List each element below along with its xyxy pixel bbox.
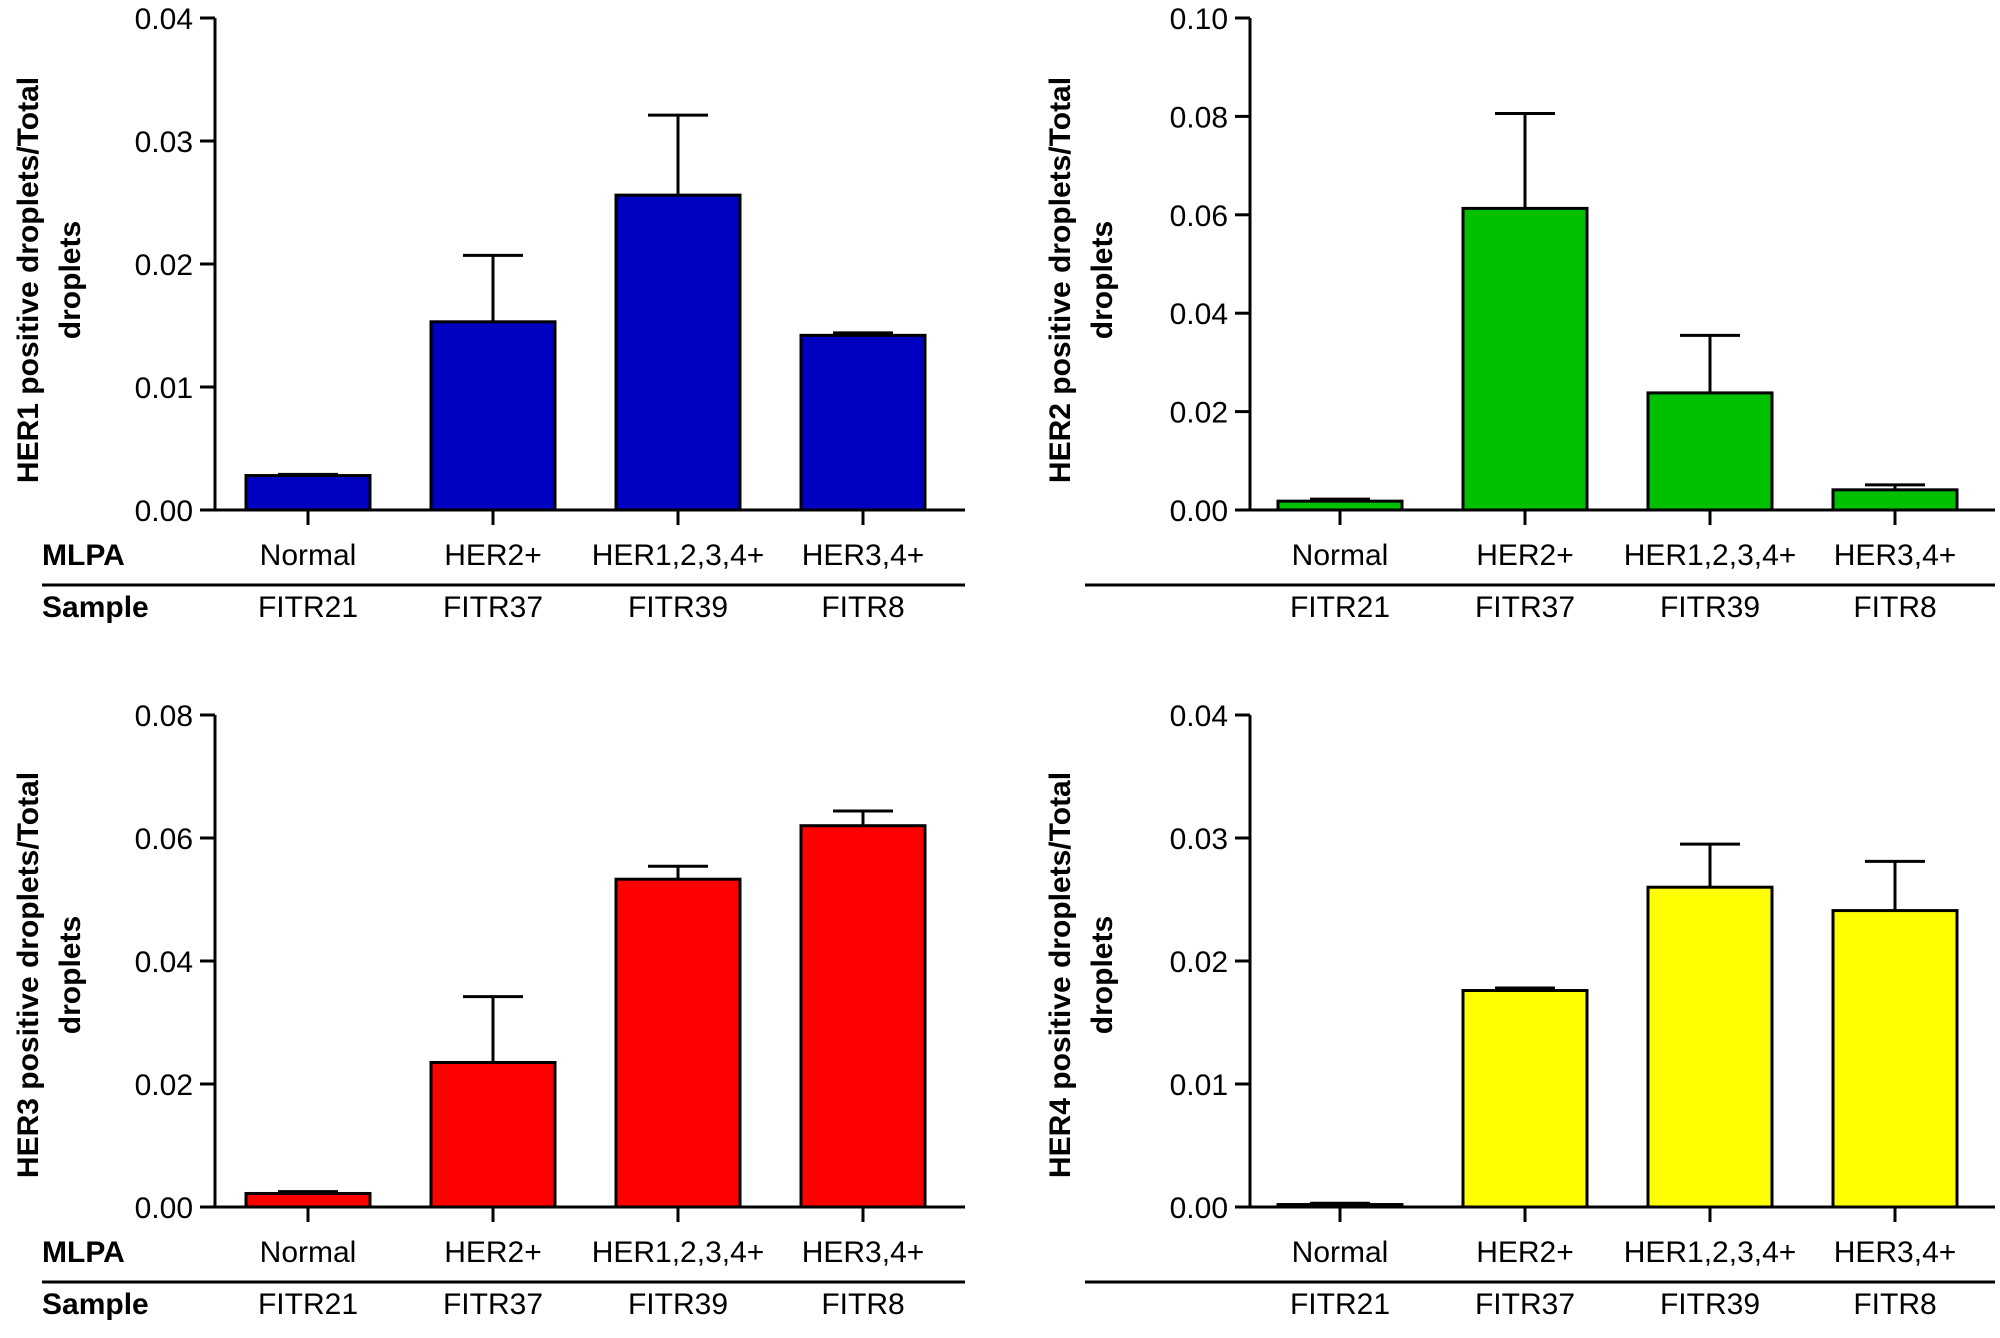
- mlpa-category-label: HER2+: [1476, 539, 1574, 572]
- y-axis-label-line-2: droplets: [1086, 221, 1119, 339]
- bar-fitr37: [429, 1060, 557, 1209]
- y-tick-label: 0.08: [135, 700, 193, 733]
- bar-fitr21: [244, 1191, 372, 1209]
- bar-fitr39: [1646, 391, 1774, 512]
- sample-label: FITR39: [628, 1288, 728, 1321]
- mlpa-row-label: MLPA: [42, 539, 125, 572]
- sample-label: FITR21: [258, 591, 358, 624]
- sample-label: FITR21: [1290, 591, 1390, 624]
- y-tick-label: 0.00: [135, 1192, 193, 1225]
- chart-panel-1: HER1 positive droplets/Total droplets 0.00…: [12, 3, 965, 624]
- sample-label: FITR37: [1475, 591, 1575, 624]
- y-tick-label: 0.06: [135, 823, 193, 856]
- y-axis-label-line-2: droplets: [54, 221, 87, 339]
- mlpa-category-label: HER3,4+: [802, 539, 925, 572]
- bar-fitr8: [799, 824, 927, 1209]
- y-tick-label: 0.01: [135, 372, 193, 405]
- y-tick-label: 0.04: [135, 946, 193, 979]
- mlpa-category-label: HER3,4+: [1834, 539, 1957, 572]
- y-axis-label-line-1: HER4 positive droplets/Total: [1044, 772, 1077, 1178]
- y-axis-label-line-1: HER2 positive droplets/Total: [1044, 77, 1077, 483]
- y-tick-label: 0.00: [1170, 495, 1228, 528]
- bar-fitr37: [429, 320, 557, 512]
- y-tick-label: 0.02: [135, 1069, 193, 1102]
- chart-panel-3: HER3 positive droplets/Total droplets 0.00…: [12, 700, 965, 1321]
- bar-fitr8: [1831, 909, 1959, 1209]
- y-tick-label: 0.03: [1170, 823, 1228, 856]
- mlpa-category-label: HER2+: [1476, 1236, 1574, 1269]
- chart-panel-4: HER4 positive droplets/Total droplets 0.00…: [1044, 700, 1995, 1321]
- mlpa-category-label: Normal: [260, 539, 357, 572]
- bar-fitr39: [1646, 885, 1774, 1209]
- sample-label: FITR21: [1290, 1288, 1390, 1321]
- bar-fitr8: [1831, 488, 1959, 512]
- mlpa-category-label: HER1,2,3,4+: [1624, 1236, 1797, 1269]
- mlpa-category-label: HER3,4+: [1834, 1236, 1957, 1269]
- mlpa-row-label: MLPA: [42, 1236, 125, 1269]
- bar-fitr39: [614, 877, 742, 1209]
- sample-label: FITR21: [258, 1288, 358, 1321]
- sample-label: FITR37: [443, 1288, 543, 1321]
- y-axis-label-line-1: HER3 positive droplets/Total: [12, 772, 45, 1178]
- y-tick-label: 0.04: [1170, 298, 1228, 331]
- y-tick-label: 0.06: [1170, 200, 1228, 233]
- sample-label: FITR39: [628, 591, 728, 624]
- y-tick-label: 0.01: [1170, 1069, 1228, 1102]
- mlpa-category-label: HER2+: [444, 539, 542, 572]
- bar-fitr37: [1461, 989, 1589, 1209]
- sample-label: FITR39: [1660, 591, 1760, 624]
- y-tick-label: 0.02: [135, 249, 193, 282]
- mlpa-category-label: Normal: [1292, 539, 1389, 572]
- y-tick-label: 0.04: [135, 3, 193, 36]
- mlpa-category-label: Normal: [260, 1236, 357, 1269]
- mlpa-category-label: HER1,2,3,4+: [1624, 539, 1797, 572]
- bar-fitr21: [244, 474, 372, 512]
- sample-label: FITR8: [821, 1288, 904, 1321]
- y-tick-label: 0.02: [1170, 946, 1228, 979]
- sample-label: FITR8: [1853, 1288, 1936, 1321]
- y-tick-label: 0.08: [1170, 101, 1228, 134]
- sample-label: FITR8: [1853, 591, 1936, 624]
- mlpa-category-label: HER1,2,3,4+: [592, 539, 765, 572]
- y-tick-label: 0.02: [1170, 397, 1228, 430]
- y-axis-label-line-2: droplets: [1086, 916, 1119, 1034]
- y-tick-label: 0.10: [1170, 3, 1228, 36]
- mlpa-category-label: HER1,2,3,4+: [592, 1236, 765, 1269]
- sample-row-label: Sample: [42, 591, 149, 624]
- y-tick-label: 0.00: [135, 495, 193, 528]
- sample-label: FITR8: [821, 591, 904, 624]
- mlpa-category-label: HER3,4+: [802, 1236, 925, 1269]
- y-tick-label: 0.00: [1170, 1192, 1228, 1225]
- y-tick-label: 0.03: [135, 126, 193, 159]
- sample-label: FITR39: [1660, 1288, 1760, 1321]
- sample-label: FITR37: [1475, 1288, 1575, 1321]
- sample-row-label: Sample: [42, 1288, 149, 1321]
- y-axis-label-line-1: HER1 positive droplets/Total: [12, 77, 45, 483]
- bar-fitr39: [614, 193, 742, 512]
- y-axis-label-line-2: droplets: [54, 916, 87, 1034]
- bar-fitr37: [1461, 206, 1589, 512]
- sample-label: FITR37: [443, 591, 543, 624]
- y-tick-label: 0.04: [1170, 700, 1228, 733]
- mlpa-category-label: Normal: [1292, 1236, 1389, 1269]
- chart-panel-2: HER2 positive droplets/Total droplets 0.00…: [1044, 3, 1995, 624]
- mlpa-category-label: HER2+: [444, 1236, 542, 1269]
- bar-fitr8: [799, 333, 927, 512]
